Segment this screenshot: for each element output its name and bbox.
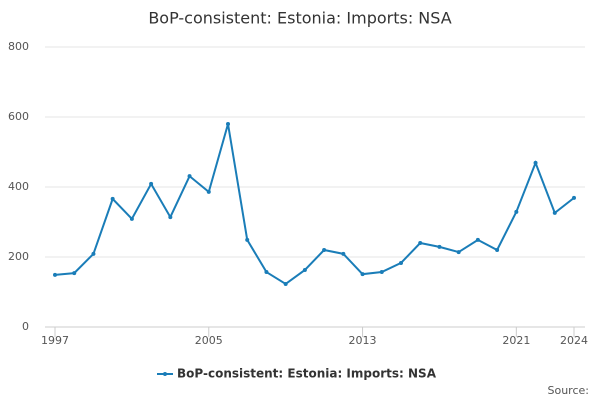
- y-tick-label: 400: [8, 180, 29, 193]
- point: [379, 270, 384, 275]
- point: [552, 210, 557, 215]
- point: [129, 216, 134, 221]
- legend-point: [163, 372, 167, 376]
- point: [110, 196, 115, 201]
- x-tick-label: 2024: [560, 334, 588, 347]
- y-tick-label: 600: [8, 110, 29, 123]
- point: [245, 237, 250, 242]
- chart-title: BoP-consistent: Estonia: Imports: NSA: [148, 9, 451, 28]
- point: [437, 244, 442, 249]
- point: [495, 248, 500, 252]
- y-tick-label: 800: [8, 40, 29, 53]
- point: [283, 281, 288, 286]
- point: [264, 270, 269, 275]
- point: [399, 260, 403, 265]
- point: [206, 189, 211, 194]
- x-tick-label: 2021: [502, 334, 530, 347]
- point: [72, 271, 77, 276]
- point: [475, 237, 480, 242]
- y-tick-label: 200: [8, 250, 29, 263]
- point: [302, 267, 307, 272]
- line: [54, 123, 575, 286]
- point: [226, 122, 230, 126]
- point: [341, 251, 346, 256]
- point: [572, 195, 576, 200]
- x-tick-label: 2013: [349, 334, 377, 347]
- point: [533, 160, 538, 165]
- point: [360, 272, 365, 277]
- x-tick-label: 1997: [41, 334, 69, 347]
- point: [91, 251, 96, 256]
- point: [149, 181, 154, 186]
- point: [53, 272, 57, 277]
- legend-label: BoP-consistent: Estonia: Imports: NSA: [177, 367, 437, 381]
- x-tick-label: 2005: [195, 334, 223, 347]
- point: [456, 250, 461, 255]
- y-tick-label: 0: [22, 320, 29, 333]
- point: [322, 248, 327, 252]
- point: [168, 215, 173, 220]
- point: [514, 209, 519, 214]
- source: Source:: [548, 384, 590, 397]
- point: [418, 241, 423, 245]
- point: [187, 174, 192, 179]
